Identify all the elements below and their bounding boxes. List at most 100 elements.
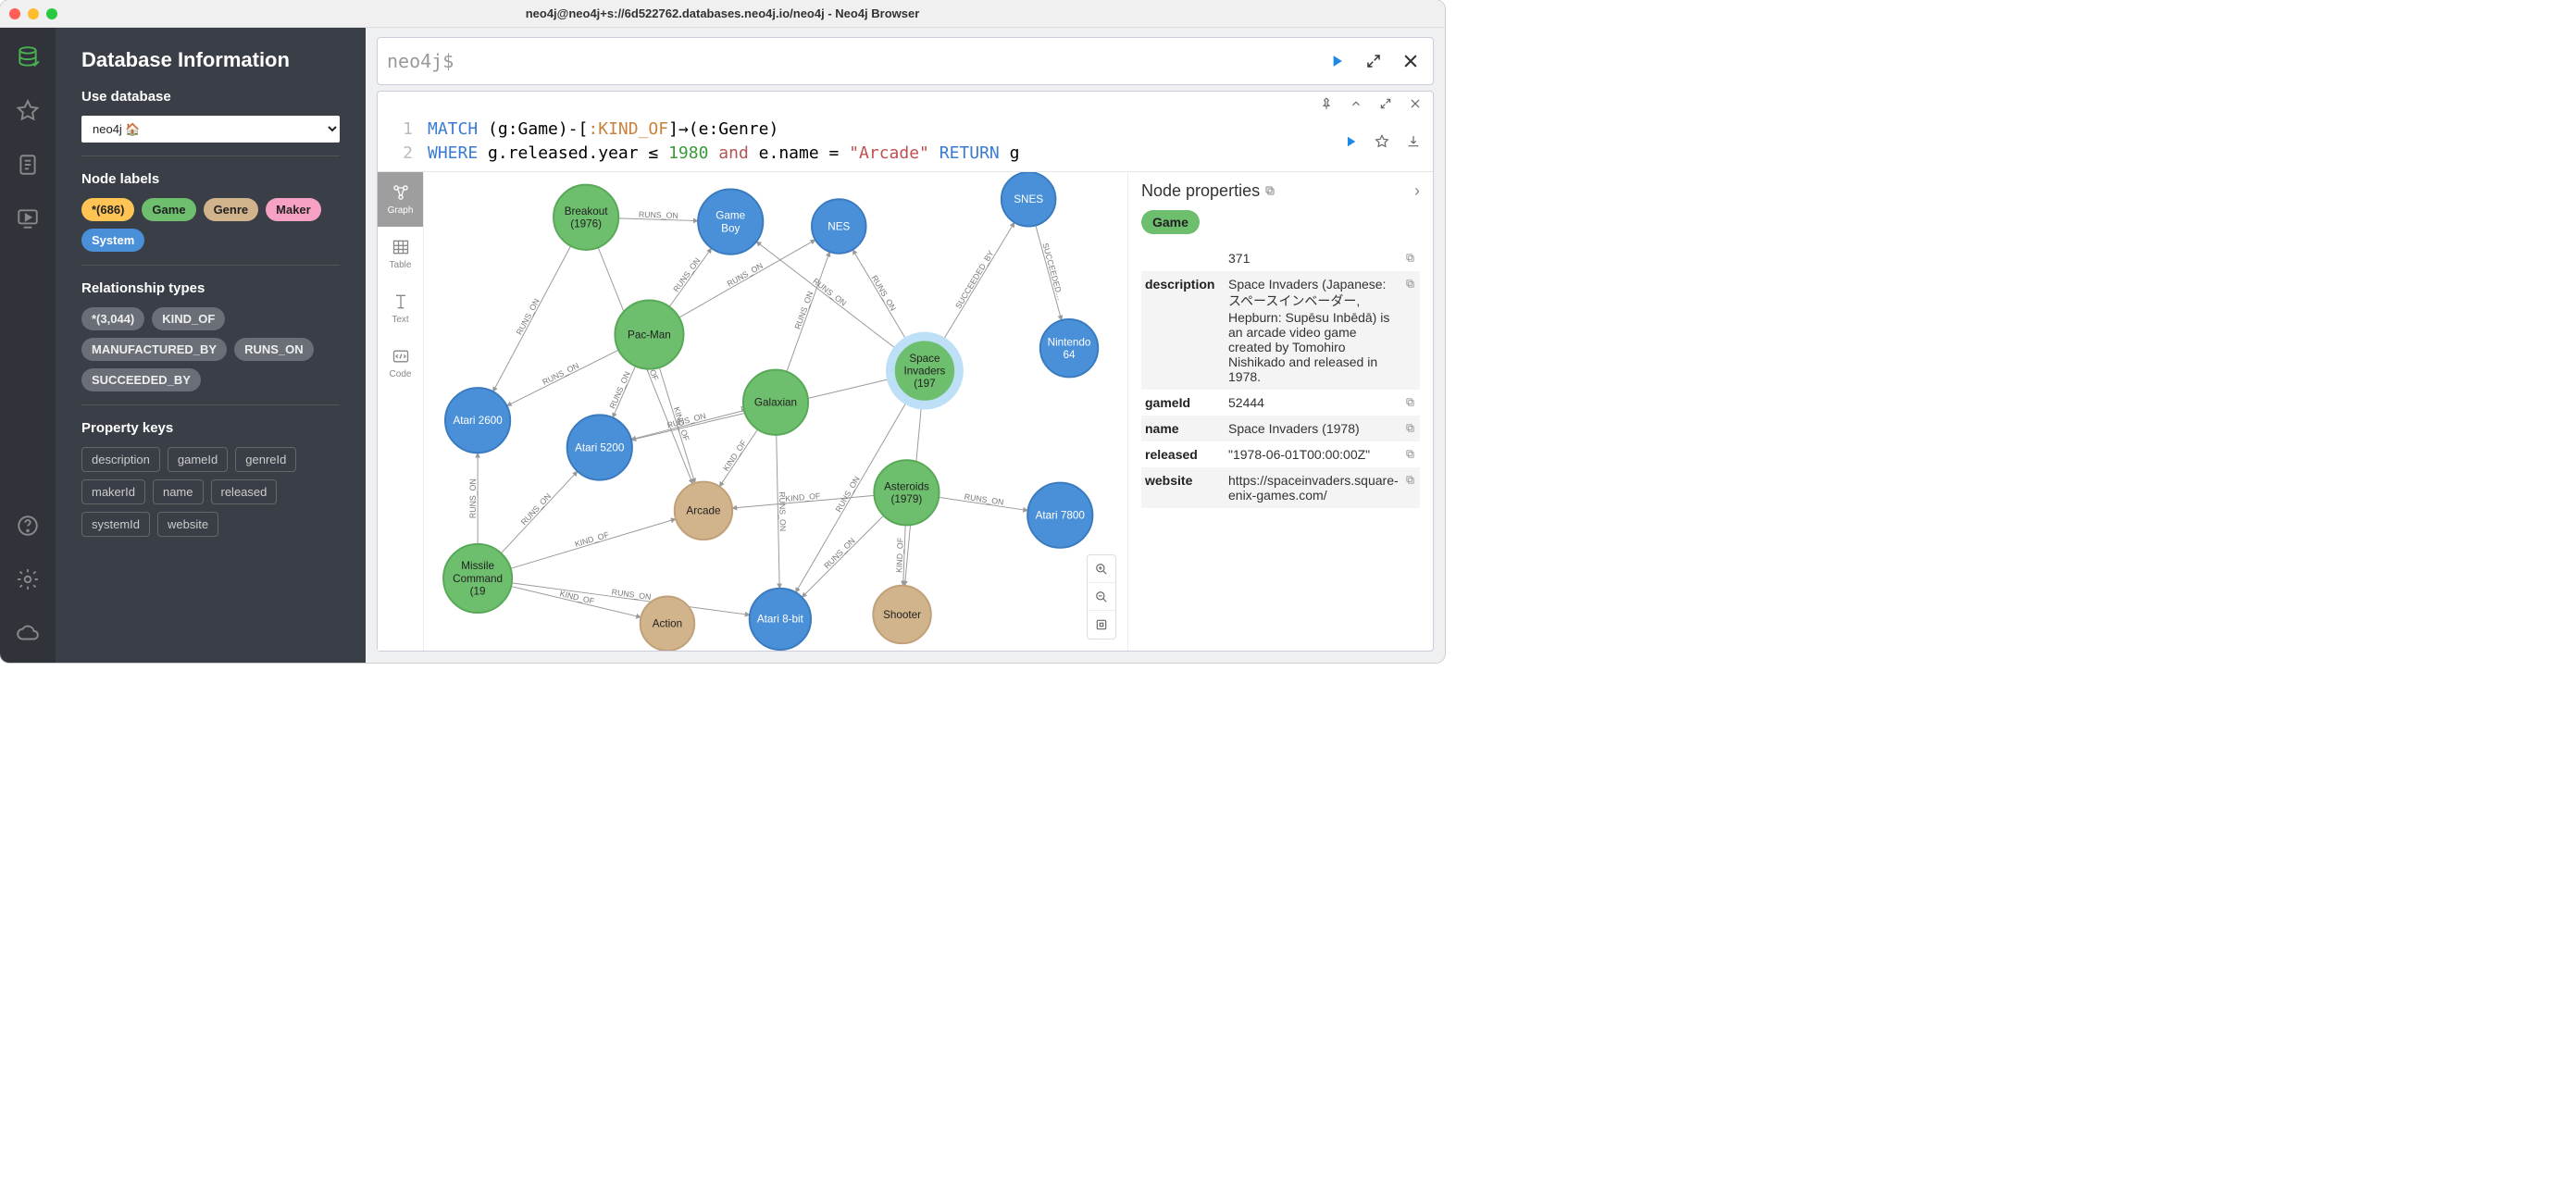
property-row: released"1978-06-01T00:00:00Z" <box>1141 441 1420 467</box>
prop-value: 52444 <box>1228 395 1416 410</box>
zoom-fit-icon[interactable] <box>1088 611 1115 639</box>
graph-node[interactable]: Action <box>641 596 695 651</box>
copy-icon[interactable] <box>1405 473 1416 484</box>
graph-node[interactable]: NES <box>812 199 866 254</box>
db-info-panel: Database Information Use database neo4j … <box>56 28 366 663</box>
close-result-icon[interactable] <box>1407 95 1424 112</box>
graph-node[interactable]: Nintendo64 <box>1040 319 1098 377</box>
rel-kind-of[interactable]: KIND_OF <box>152 307 225 330</box>
help-icon[interactable] <box>15 513 41 539</box>
graph-node[interactable]: Shooter <box>873 586 930 643</box>
property-key[interactable]: description <box>81 447 160 472</box>
settings-icon[interactable] <box>15 566 41 592</box>
label-game[interactable]: Game <box>142 198 195 221</box>
divider <box>81 265 340 266</box>
rel-manufactured-by[interactable]: MANUFACTURED_BY <box>81 338 227 361</box>
copy-icon[interactable] <box>1405 277 1416 288</box>
property-key[interactable]: systemId <box>81 512 150 537</box>
property-key[interactable]: makerId <box>81 479 145 504</box>
property-key[interactable]: website <box>157 512 218 537</box>
node-type-badge[interactable]: Game <box>1141 210 1200 234</box>
property-row: gameId52444 <box>1141 390 1420 416</box>
monitor-play-icon[interactable] <box>15 205 41 231</box>
property-key[interactable]: name <box>153 479 204 504</box>
property-key[interactable]: gameId <box>168 447 228 472</box>
view-tabs: Graph Table Text Code <box>378 172 424 651</box>
divider <box>81 155 340 156</box>
svg-text:RUNS_ON: RUNS_ON <box>515 297 541 337</box>
svg-text:RUNS_ON: RUNS_ON <box>834 475 862 514</box>
graph-canvas[interactable]: RUNS_ONRUNS_ONRUNS_ONRUNS_ONRUNS_ONRUNS_… <box>424 172 1127 651</box>
rerun-icon[interactable] <box>1342 133 1359 150</box>
graph-node[interactable]: Atari 2600 <box>445 388 510 453</box>
expand-icon[interactable] <box>1361 48 1387 74</box>
window-title: neo4j@neo4j+s://6d522762.databases.neo4j… <box>526 6 920 20</box>
graph-node[interactable]: Atari 5200 <box>567 415 632 479</box>
copy-icon[interactable] <box>1405 395 1416 406</box>
collapse-icon[interactable] <box>1348 95 1364 112</box>
label-maker[interactable]: Maker <box>266 198 321 221</box>
zoom-out-icon[interactable] <box>1088 583 1115 611</box>
tab-table[interactable]: Table <box>378 227 423 281</box>
fullscreen-icon[interactable] <box>1377 95 1394 112</box>
property-keys-list: description gameId genreId makerId name relea… <box>81 447 340 537</box>
cloud-icon[interactable] <box>15 620 41 646</box>
graph-node[interactable]: Pac-Man <box>615 301 683 369</box>
tab-graph[interactable]: Graph <box>378 172 423 227</box>
copy-icon[interactable] <box>1405 447 1416 458</box>
svg-text:SUCCEEDED…: SUCCEEDED… <box>1040 242 1064 301</box>
database-icon[interactable] <box>15 44 41 70</box>
tab-code[interactable]: Code <box>378 336 423 391</box>
copy-icon[interactable] <box>1405 251 1416 262</box>
graph-node[interactable]: Asteroids(1979) <box>874 460 939 525</box>
graph-node[interactable]: Arcade <box>675 482 732 540</box>
label-all[interactable]: *(686) <box>81 198 134 221</box>
rel-succeeded-by[interactable]: SUCCEEDED_BY <box>81 368 201 391</box>
prop-key: released <box>1145 447 1228 462</box>
rel-all[interactable]: *(3,044) <box>81 307 144 330</box>
run-query-icon[interactable] <box>1324 48 1350 74</box>
app-window: neo4j@neo4j+s://6d522762.databases.neo4j… <box>0 0 1445 663</box>
graph-node[interactable]: Atari 7800 <box>1027 483 1092 548</box>
main-area: neo4j$ 12 MATCH (g:Game)-[:KIND_OF]→(e:G… <box>366 28 1445 663</box>
documents-icon[interactable] <box>15 152 41 178</box>
property-key[interactable]: released <box>211 479 278 504</box>
graph-node[interactable]: MissileCommand(19 <box>443 544 512 613</box>
prop-value: Space Invaders (Japanese: スペースインベーダー, He… <box>1228 277 1416 384</box>
label-genre[interactable]: Genre <box>204 198 259 221</box>
zoom-in-icon[interactable] <box>1088 555 1115 583</box>
window-controls <box>9 8 57 19</box>
graph-node[interactable]: Galaxian <box>743 370 808 435</box>
close-icon[interactable] <box>9 8 20 19</box>
graph-node[interactable]: GameBoy <box>698 190 763 255</box>
svg-text:RUNS_ON: RUNS_ON <box>541 361 580 387</box>
tab-text[interactable]: Text <box>378 281 423 336</box>
graph-node[interactable]: SpaceInvaders(197 <box>890 337 959 405</box>
minimize-icon[interactable] <box>28 8 39 19</box>
prop-value: https://spaceinvaders.square-enix-games.… <box>1228 473 1416 503</box>
graph-node[interactable]: Atari 8-bit <box>750 589 811 650</box>
pin-icon[interactable] <box>1318 95 1335 112</box>
titlebar: neo4j@neo4j+s://6d522762.databases.neo4j… <box>0 0 1445 28</box>
property-keys-heading: Property keys <box>81 420 340 436</box>
star-icon[interactable] <box>15 98 41 124</box>
close-icon[interactable] <box>1398 48 1424 74</box>
graph-node[interactable]: Breakout(1976) <box>554 185 618 250</box>
graph-node[interactable]: SNES <box>1002 172 1056 227</box>
expand-panel-icon[interactable]: › <box>1414 181 1420 201</box>
node-properties-panel: Node properties › Game 371descriptionSpa… <box>1127 172 1433 651</box>
property-row: websitehttps://spaceinvaders.square-enix… <box>1141 467 1420 508</box>
copy-icon[interactable] <box>1405 421 1416 432</box>
query-editor[interactable]: neo4j$ <box>377 37 1434 85</box>
database-select[interactable]: neo4j 🏠 <box>81 116 340 143</box>
maximize-icon[interactable] <box>46 8 57 19</box>
label-system[interactable]: System <box>81 229 144 252</box>
prop-value: "1978-06-01T00:00:00Z" <box>1228 447 1416 462</box>
copy-all-icon[interactable] <box>1264 181 1276 200</box>
download-icon[interactable] <box>1405 133 1422 150</box>
rel-types-heading: Relationship types <box>81 280 340 296</box>
favorite-icon[interactable] <box>1374 133 1390 150</box>
property-key[interactable]: genreId <box>235 447 296 472</box>
rel-runs-on[interactable]: RUNS_ON <box>234 338 314 361</box>
svg-text:RUNS_ON: RUNS_ON <box>870 274 898 313</box>
